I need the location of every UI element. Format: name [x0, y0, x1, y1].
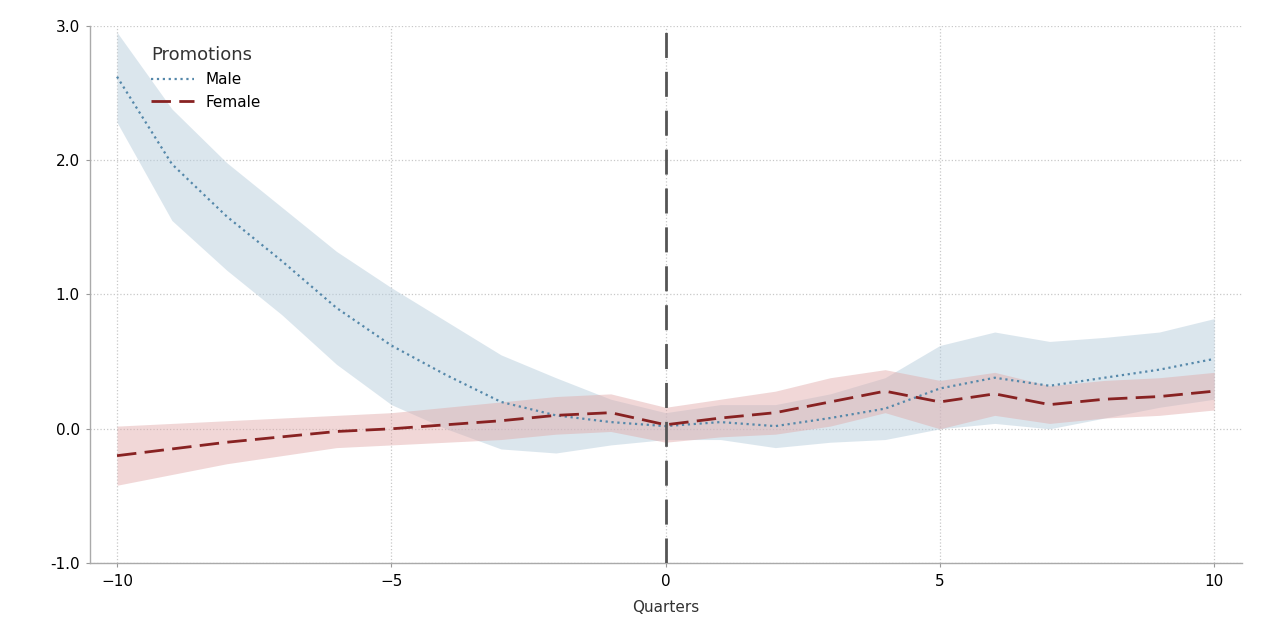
Male: [658, 422, 673, 430]
Female: [493, 417, 508, 424]
Female: [987, 390, 1002, 397]
Female: [603, 409, 618, 417]
Male: [932, 385, 947, 392]
Female: [1207, 387, 1222, 395]
Female: [877, 387, 892, 395]
Legend: Male, Female: Male, Female: [143, 38, 269, 117]
Female: [274, 433, 289, 441]
Female: [823, 398, 838, 406]
X-axis label: Quarters: Quarters: [632, 600, 699, 616]
Male: [109, 73, 124, 81]
Female: [658, 421, 673, 429]
Male: [987, 374, 1002, 381]
Male: [1152, 366, 1167, 374]
Male: [1042, 382, 1057, 390]
Line: Male: Male: [116, 77, 1215, 426]
Line: Female: Female: [116, 391, 1215, 456]
Female: [384, 425, 399, 433]
Male: [439, 371, 454, 379]
Female: [1042, 401, 1057, 408]
Female: [548, 412, 563, 419]
Male: [823, 414, 838, 422]
Female: [1097, 396, 1112, 403]
Male: [164, 160, 179, 168]
Male: [603, 419, 618, 426]
Female: [439, 421, 454, 429]
Female: [109, 452, 124, 460]
Male: [1207, 355, 1222, 363]
Male: [768, 422, 783, 430]
Male: [493, 398, 508, 406]
Female: [713, 414, 728, 422]
Female: [932, 398, 947, 406]
Female: [329, 428, 344, 435]
Female: [1152, 393, 1167, 401]
Male: [384, 342, 399, 349]
Male: [329, 304, 344, 312]
Female: [164, 445, 179, 453]
Male: [1097, 374, 1112, 381]
Male: [877, 405, 892, 413]
Male: [548, 412, 563, 419]
Male: [713, 419, 728, 426]
Male: [219, 212, 234, 220]
Male: [274, 257, 289, 265]
Female: [219, 438, 234, 446]
Female: [768, 409, 783, 417]
